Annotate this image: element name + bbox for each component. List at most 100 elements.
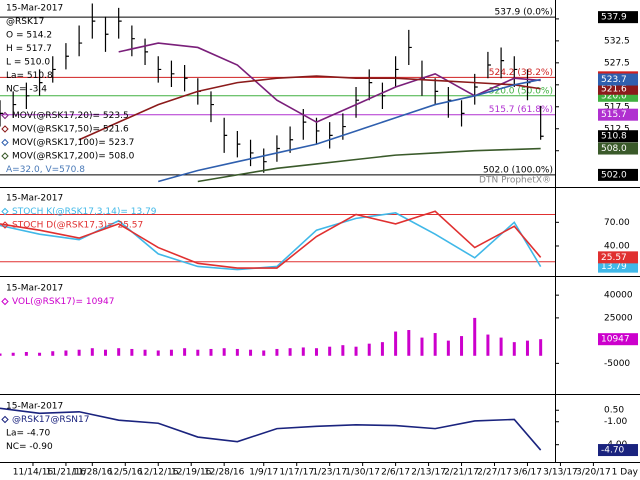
volume-bar [24, 351, 28, 356]
legend-text: STOCH D(@RSK17,3)= 25.57 [12, 221, 143, 231]
value-box-bg [598, 444, 638, 457]
price-bar [38, 69, 43, 96]
volume-bar [117, 348, 121, 356]
series-line [197, 147, 541, 183]
price-bar [329, 122, 333, 149]
volume-bar [288, 348, 292, 356]
x-tick-label: 3/13/17 [543, 468, 578, 478]
volume-bar [539, 339, 543, 356]
x-tick-label: 12/12/16 [138, 468, 179, 478]
value-box-bg [598, 142, 638, 155]
price-bar [487, 51, 491, 79]
volume-bar [209, 348, 213, 356]
series-line [158, 78, 541, 183]
x-tick-label: 1/30/17 [345, 468, 380, 478]
y-tick-label: 512.5 [604, 124, 630, 134]
volume-bar [341, 345, 345, 356]
close-box-bg [598, 130, 638, 143]
price-bar [474, 73, 478, 105]
level-label: 515.7 (61.8%) [489, 105, 553, 115]
volume-bar [38, 352, 42, 356]
legend-marker [1, 297, 9, 306]
legend-text: STOCH K(@RSK17,3,14)= 13.79 [12, 207, 157, 217]
legend-text: VOL(@RSK17)= 10947 [12, 297, 114, 307]
y-tick-label: -1.00 [604, 417, 628, 427]
level-box-bg [598, 168, 638, 181]
y-tick-label: 532.5 [604, 36, 630, 46]
value-box: 25.57 [601, 253, 627, 263]
volume-bar [222, 348, 226, 356]
volume-bar [433, 333, 437, 356]
volume-bar [367, 343, 371, 356]
level-label: 537.9 (0.0%) [494, 8, 553, 18]
value-box: 523.7 [601, 75, 627, 85]
legend-text: MOV(@RSK17,100)= 523.7 [12, 138, 134, 148]
note-text: La= -4.70 [6, 429, 50, 439]
price-bar [104, 16, 109, 52]
value-box: -4.70 [601, 446, 625, 456]
volume-bar [156, 350, 160, 356]
value-box-bg [598, 260, 638, 273]
price-bar [408, 29, 412, 66]
header-text: 15-Mar-2017 [6, 402, 63, 412]
price-bar [184, 65, 188, 92]
value-box-bg [598, 251, 638, 264]
volume-bar [103, 349, 107, 356]
volume-bar [77, 349, 81, 356]
volume-bar [499, 337, 503, 356]
x-tick-label: 3/6/17 [513, 468, 542, 478]
volume-bar [473, 317, 477, 356]
volume-bar [486, 334, 490, 356]
price-bar [210, 91, 214, 123]
price-bar [223, 117, 228, 153]
volume-bar [394, 331, 398, 356]
volume-bar [51, 351, 55, 356]
header-text: NC= -3.4 [6, 85, 47, 95]
price-bar [118, 7, 122, 39]
legend-text: MOV(@RSK17,200)= 508.0 [12, 152, 135, 162]
volume-bar [235, 348, 239, 356]
price-bar [25, 82, 30, 109]
series-line [0, 407, 542, 451]
level-box: 537.9 [601, 13, 627, 23]
price-bar [157, 56, 162, 83]
x-tick-label: 2/6/17 [381, 468, 410, 478]
legend-marker [1, 152, 9, 160]
close-box: 510.8 [601, 132, 627, 142]
volume-bar [130, 348, 134, 356]
y-tick-label: 40.00 [604, 241, 630, 251]
volume-bar [407, 330, 411, 356]
y-tick-label: -5000 [604, 359, 630, 369]
price-bar [513, 56, 518, 88]
volume-bar [301, 347, 305, 356]
header-text: La= 510.8 [6, 71, 53, 81]
legend-marker [1, 125, 9, 133]
legend-marker [1, 415, 9, 424]
price-bar [368, 69, 373, 101]
series-line [118, 42, 541, 124]
price-bar [236, 130, 241, 158]
volume-bar [183, 348, 187, 356]
level-label: 520.0 (50.0%) [489, 86, 553, 96]
x-tick-label: 12/5/16 [108, 468, 143, 478]
volume-bar [354, 346, 358, 356]
value-box: 10947 [601, 335, 630, 345]
legend-text: @RSK17@RSN17 [12, 415, 89, 425]
price-bar [65, 43, 69, 70]
volume-bar [143, 349, 147, 356]
y-tick-label: 0.50 [604, 406, 624, 416]
price-bar [500, 47, 505, 79]
price-bar [460, 100, 465, 127]
legend-text: MOV(@RSK17,50)= 521.6 [12, 125, 129, 135]
volume-bar [275, 348, 279, 356]
price-bar [263, 148, 267, 173]
value-box: 13.79 [601, 262, 627, 272]
volume-bar [314, 348, 318, 356]
volume-bar [512, 342, 516, 356]
x-tick-label: 12/19/16 [171, 468, 212, 478]
price-bar [276, 135, 280, 162]
price-bar [12, 91, 17, 118]
volume-bar [0, 353, 2, 356]
x-tick-label: 1/23/17 [312, 468, 347, 478]
